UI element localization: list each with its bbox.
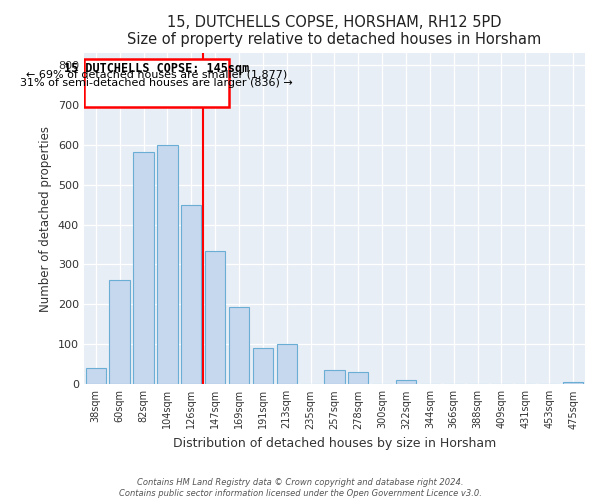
Bar (253, 348, 273, 384)
Bar (181, 204, 202, 384)
Text: Contains HM Land Registry data © Crown copyright and database right 2024.
Contai: Contains HM Land Registry data © Crown c… (119, 478, 481, 498)
Bar (324, 370, 344, 384)
Bar (277, 344, 297, 385)
FancyBboxPatch shape (84, 58, 229, 106)
Title: 15, DUTCHELLS COPSE, HORSHAM, RH12 5PD
Size of property relative to detached hou: 15, DUTCHELLS COPSE, HORSHAM, RH12 5PD S… (127, 15, 542, 48)
Text: 31% of semi-detached houses are larger (836) →: 31% of semi-detached houses are larger (… (20, 78, 293, 88)
Text: 15 DUTCHELLS COPSE: 145sqm: 15 DUTCHELLS COPSE: 145sqm (64, 62, 249, 74)
Bar (229, 307, 249, 384)
X-axis label: Distribution of detached houses by size in Horsham: Distribution of detached houses by size … (173, 437, 496, 450)
Bar (563, 382, 583, 384)
Bar (86, 368, 106, 384)
Bar (348, 372, 368, 384)
Text: ← 69% of detached houses are smaller (1,877): ← 69% of detached houses are smaller (1,… (26, 70, 287, 80)
Bar (396, 380, 416, 384)
Bar (205, 252, 225, 384)
Bar (109, 280, 130, 384)
Bar (133, 152, 154, 384)
Bar (157, 146, 178, 384)
Y-axis label: Number of detached properties: Number of detached properties (39, 126, 52, 312)
